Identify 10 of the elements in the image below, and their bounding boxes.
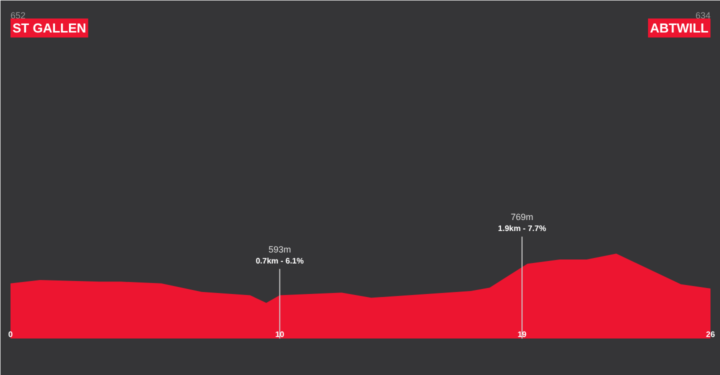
x-tick-label: 0	[8, 330, 14, 339]
annotation: 0.7km - 6.1%	[256, 256, 304, 266]
x-tick-label: 26	[706, 330, 716, 339]
ref-line-label: 593m	[268, 244, 291, 254]
annotation: 1.9km - 7.7%	[498, 224, 546, 234]
ref-line-label: 769m	[510, 212, 534, 222]
text: 652	[10, 10, 26, 20]
text: 634	[695, 10, 711, 20]
text: ABTWILL	[650, 20, 709, 36]
text: ST GALLEN	[12, 20, 86, 36]
